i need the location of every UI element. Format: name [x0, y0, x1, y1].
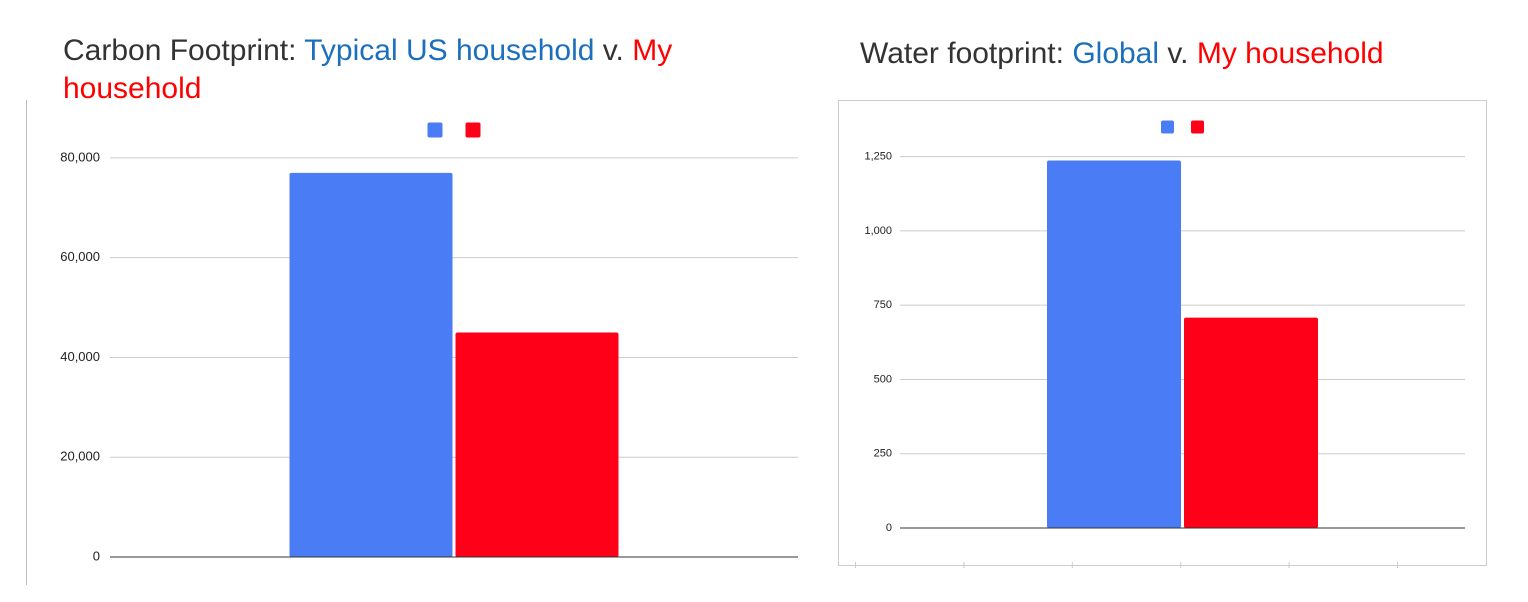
legend-swatch: [465, 122, 481, 138]
title-part: Global: [1072, 37, 1160, 70]
legend-swatch: [1161, 120, 1174, 134]
y-tick-label: 500: [874, 373, 892, 385]
title-part: My household: [1196, 37, 1384, 70]
y-tick-label: 20,000: [60, 449, 100, 464]
bar: [1184, 317, 1318, 528]
y-tick-label: 0: [93, 548, 100, 563]
bar: [455, 332, 619, 557]
title-part: Water footprint:: [860, 37, 1064, 70]
y-tick-label: 60,000: [60, 249, 100, 264]
bar: [1047, 160, 1181, 528]
y-tick-label: 1,250: [864, 151, 892, 163]
y-tick-label: 1,000: [864, 225, 892, 237]
bar: [289, 172, 453, 557]
legend-swatch: [1191, 120, 1204, 134]
y-tick-label: 40,000: [60, 349, 100, 364]
y-tick-label: 0: [886, 522, 892, 534]
frame: [838, 100, 1487, 566]
legend-swatch: [427, 122, 443, 138]
y-tick-label: 80,000: [60, 149, 100, 164]
y-tick-label: 250: [874, 448, 892, 460]
title-part: Carbon Footprint:: [63, 34, 297, 67]
title-part: v.: [602, 34, 624, 67]
chart-title: Water footprint: Global v. My household: [860, 35, 1500, 73]
title-part: v.: [1167, 37, 1189, 70]
title-part: My household: [63, 34, 673, 105]
chart-title: Carbon Footprint: Typical US household v…: [63, 32, 753, 108]
title-part: Typical US household: [304, 34, 595, 67]
y-tick-label: 750: [874, 299, 892, 311]
